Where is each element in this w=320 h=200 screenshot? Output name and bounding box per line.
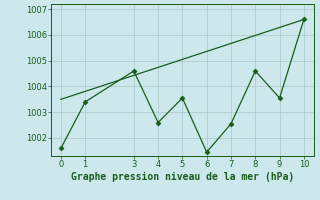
- X-axis label: Graphe pression niveau de la mer (hPa): Graphe pression niveau de la mer (hPa): [71, 172, 294, 182]
